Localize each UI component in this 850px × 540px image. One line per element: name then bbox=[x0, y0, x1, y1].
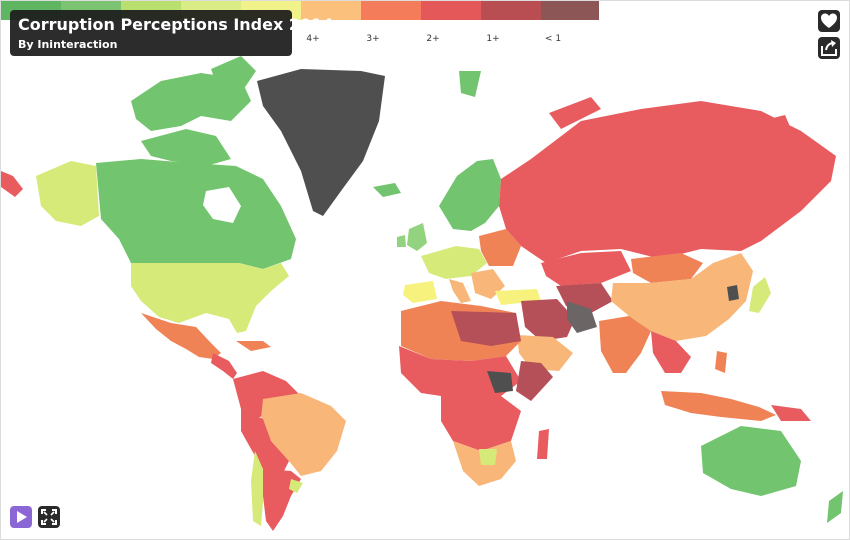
region-caribbean[interactable] bbox=[236, 341, 271, 351]
region-india[interactable] bbox=[599, 316, 651, 373]
region-australia[interactable] bbox=[701, 426, 801, 496]
region-peru-bolivia[interactable] bbox=[241, 409, 289, 473]
region-korea[interactable] bbox=[727, 285, 739, 301]
region-se-asia[interactable] bbox=[651, 331, 691, 373]
region-indonesia[interactable] bbox=[661, 391, 776, 421]
region-brazil[interactable] bbox=[261, 393, 346, 476]
region-central-america[interactable] bbox=[211, 353, 237, 379]
heart-icon bbox=[821, 13, 837, 28]
region-russia-far-east[interactable] bbox=[761, 115, 791, 136]
region-new-zealand[interactable] bbox=[827, 491, 843, 523]
legend-label-2plus: 2+ bbox=[426, 34, 440, 44]
region-scandinavia[interactable] bbox=[439, 159, 501, 231]
region-russia[interactable] bbox=[499, 101, 836, 263]
region-alaska-tip[interactable] bbox=[1, 171, 23, 197]
region-iberia[interactable] bbox=[403, 281, 437, 303]
play-button[interactable] bbox=[10, 506, 32, 528]
region-italy[interactable] bbox=[449, 279, 471, 303]
region-canada-islands-2[interactable] bbox=[211, 56, 256, 96]
region-china[interactable] bbox=[611, 253, 753, 341]
fullscreen-button[interactable] bbox=[38, 506, 60, 528]
share-icon bbox=[821, 40, 837, 56]
legend-label-less-than-1: < 1 bbox=[544, 34, 562, 44]
region-libya-egypt[interactable] bbox=[451, 311, 521, 346]
region-horn-of-africa[interactable] bbox=[516, 361, 553, 401]
region-madagascar[interactable] bbox=[537, 429, 549, 459]
region-mexico[interactable] bbox=[141, 313, 221, 359]
legend-label-1plus: 1+ bbox=[486, 34, 500, 44]
region-uk[interactable] bbox=[407, 223, 427, 251]
play-icon bbox=[17, 511, 27, 523]
title-overlay: Corruption Perceptions Index 2014 By Ini… bbox=[10, 10, 333, 56]
legend-label-3plus: 3+ bbox=[366, 34, 380, 44]
region-sahel[interactable] bbox=[399, 346, 521, 399]
region-usa[interactable] bbox=[131, 263, 289, 333]
region-middle-east[interactable] bbox=[521, 299, 575, 341]
map-title: Corruption Perceptions Index 2014 bbox=[18, 15, 334, 34]
region-russia-north-island[interactable] bbox=[549, 97, 601, 129]
fullscreen-icon bbox=[41, 509, 57, 525]
legend-swatch-10 bbox=[541, 1, 599, 20]
region-philippines[interactable] bbox=[715, 351, 727, 373]
region-uruguay[interactable] bbox=[289, 479, 303, 493]
region-greenland[interactable] bbox=[257, 69, 385, 216]
region-svalbard[interactable] bbox=[459, 71, 481, 97]
region-botswana[interactable] bbox=[479, 449, 497, 465]
region-chile[interactable] bbox=[251, 451, 263, 526]
region-mongolia[interactable] bbox=[631, 253, 703, 283]
region-south-sudan[interactable] bbox=[487, 371, 513, 393]
region-afghanistan[interactable] bbox=[567, 301, 597, 333]
share-button[interactable] bbox=[818, 37, 840, 59]
region-alaska[interactable] bbox=[36, 161, 99, 226]
map-byline: By Ininteraction bbox=[18, 38, 118, 51]
legend-label-4plus: 4+ bbox=[306, 34, 320, 44]
legend-swatch-8 bbox=[421, 1, 481, 20]
region-ireland[interactable] bbox=[397, 235, 406, 247]
region-japan[interactable] bbox=[749, 277, 771, 313]
legend-swatch-7 bbox=[361, 1, 421, 20]
region-eastern-europe[interactable] bbox=[479, 229, 521, 266]
region-png[interactable] bbox=[771, 405, 811, 421]
region-kazakhstan[interactable] bbox=[541, 251, 631, 286]
legend-swatch-9 bbox=[481, 1, 541, 20]
like-button[interactable] bbox=[818, 10, 840, 32]
region-hudson-bay bbox=[203, 187, 241, 223]
region-western-europe[interactable] bbox=[421, 246, 487, 279]
region-iceland[interactable] bbox=[373, 183, 401, 197]
region-central-africa[interactable] bbox=[441, 396, 521, 451]
region-canada[interactable] bbox=[96, 159, 296, 269]
region-canada-islands-3[interactable] bbox=[141, 129, 231, 166]
region-argentina[interactable] bbox=[263, 469, 301, 531]
legend-swatch-6 bbox=[301, 1, 361, 20]
